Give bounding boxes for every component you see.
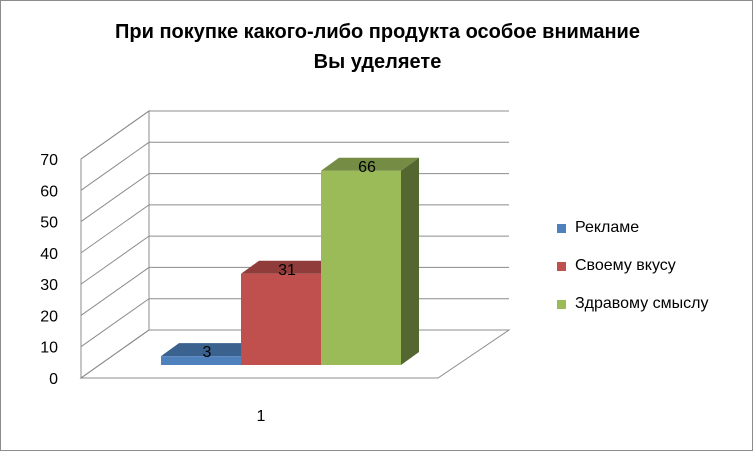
bar-1-top (161, 343, 259, 357)
y-tick-label: 30 (40, 277, 58, 294)
bar-3-top (321, 157, 419, 171)
left-wall (80, 110, 150, 379)
legend-label-zdravomu-smyslu: Здравому смыслу (575, 295, 709, 312)
y-tick-label: 10 (40, 340, 58, 357)
bar-2-top (241, 260, 339, 274)
chart-title-line-2: Вы уделяете (313, 51, 442, 73)
legend-swatch-svoemu-vkusu (557, 262, 566, 271)
y-tick-label: 40 (40, 246, 58, 263)
data-label-1: 3 (203, 344, 212, 361)
gridline (80, 141, 509, 191)
y-tick-label: 50 (40, 215, 58, 232)
legend-swatch-zdravomu-smyslu (557, 300, 566, 309)
y-tick-label: 60 (40, 183, 58, 200)
gridline (80, 110, 509, 160)
y-tick-label: 0 (49, 371, 58, 388)
y-tick-label: 20 (40, 308, 58, 325)
chart-title-line-1: При покупке какого-либо продукта особое … (115, 21, 640, 43)
gridline (80, 204, 509, 254)
bar-3-front (321, 170, 401, 365)
data-label-3: 66 (358, 159, 376, 176)
bar-1-front (161, 356, 241, 365)
legend-swatch-reklame (557, 224, 566, 233)
gridline (80, 173, 509, 222)
x-category-label: 1 (257, 408, 266, 425)
legend-label-svoemu-vkusu: Своему вкусу (575, 257, 676, 274)
data-label-2: 31 (278, 262, 296, 279)
bar-2-front (241, 273, 321, 365)
y-tick-label: 70 (40, 152, 58, 169)
legend-label-reklame: Рекламе (575, 219, 640, 236)
bar-3-side (401, 157, 419, 365)
floor (79, 329, 511, 379)
